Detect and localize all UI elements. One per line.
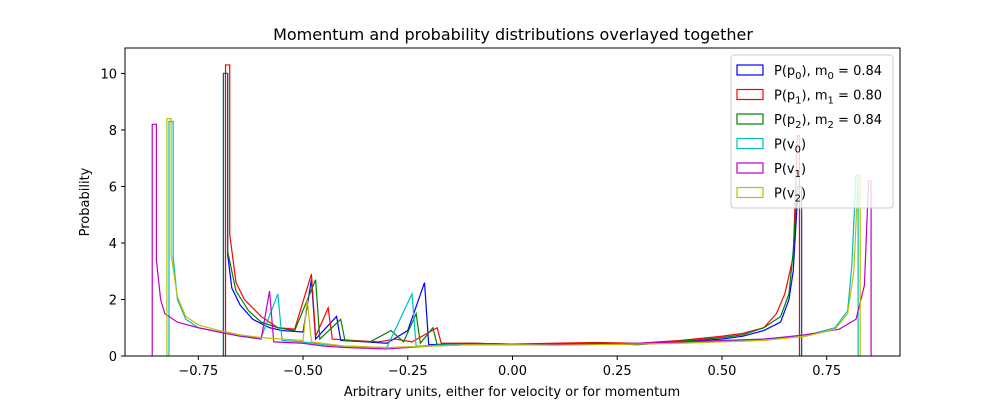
y-tick-label: 10 <box>100 67 117 82</box>
legend-label-4: P(v1) <box>774 162 806 180</box>
y-tick-label: 4 <box>109 237 117 252</box>
x-tick-label: 0.50 <box>707 364 736 379</box>
y-tick-label: 0 <box>109 350 117 365</box>
legend-label-1: P(p1), m1 = 0.80 <box>774 89 882 107</box>
series-line-3 <box>168 120 859 356</box>
legend-label-0: P(p0), m0 = 0.84 <box>774 64 882 82</box>
x-tick-label: 0.00 <box>498 364 527 379</box>
legend-label-2: P(p2), m2 = 0.84 <box>774 113 882 131</box>
y-tick-label: 8 <box>109 124 117 139</box>
legend-swatch-5 <box>736 186 764 199</box>
series-line-2 <box>222 72 803 356</box>
series-layer <box>151 64 872 356</box>
x-tick-label: −0.75 <box>178 364 218 379</box>
y-axis-label: Probability <box>78 167 93 236</box>
x-tick-label: −0.50 <box>283 364 323 379</box>
x-tick-label: 0.75 <box>812 364 841 379</box>
y-axis: 0 2 4 6 8 10 <box>100 67 125 365</box>
legend-label-3: P(v0) <box>774 138 806 156</box>
x-tick-label: −0.25 <box>388 364 428 379</box>
legend-swatch-0 <box>736 64 764 76</box>
y-tick-label: 2 <box>109 293 117 308</box>
series-line-1 <box>224 64 801 356</box>
series-line-5 <box>166 118 861 356</box>
series-line-0 <box>222 72 803 356</box>
legend-swatch-3 <box>736 137 764 150</box>
legend-swatch-1 <box>736 88 764 101</box>
legend-label-5: P(v2) <box>774 187 806 205</box>
legend: P(p0), m0 = 0.84 P(p1), m1 = 0.80 P(p2), m… <box>730 54 894 209</box>
x-axis: −0.75 −0.50 −0.25 0.00 0.25 0.50 0.75 <box>178 356 841 379</box>
legend-box <box>730 54 894 209</box>
legend-swatch-4 <box>736 162 764 174</box>
legend-swatch-2 <box>736 113 764 125</box>
x-axis-label: Arbitrary units, either for velocity or … <box>344 385 680 400</box>
y-tick-label: 6 <box>109 180 117 195</box>
x-tick-label: 0.25 <box>603 364 632 379</box>
chart-title: Momentum and probability distributions o… <box>273 25 753 44</box>
